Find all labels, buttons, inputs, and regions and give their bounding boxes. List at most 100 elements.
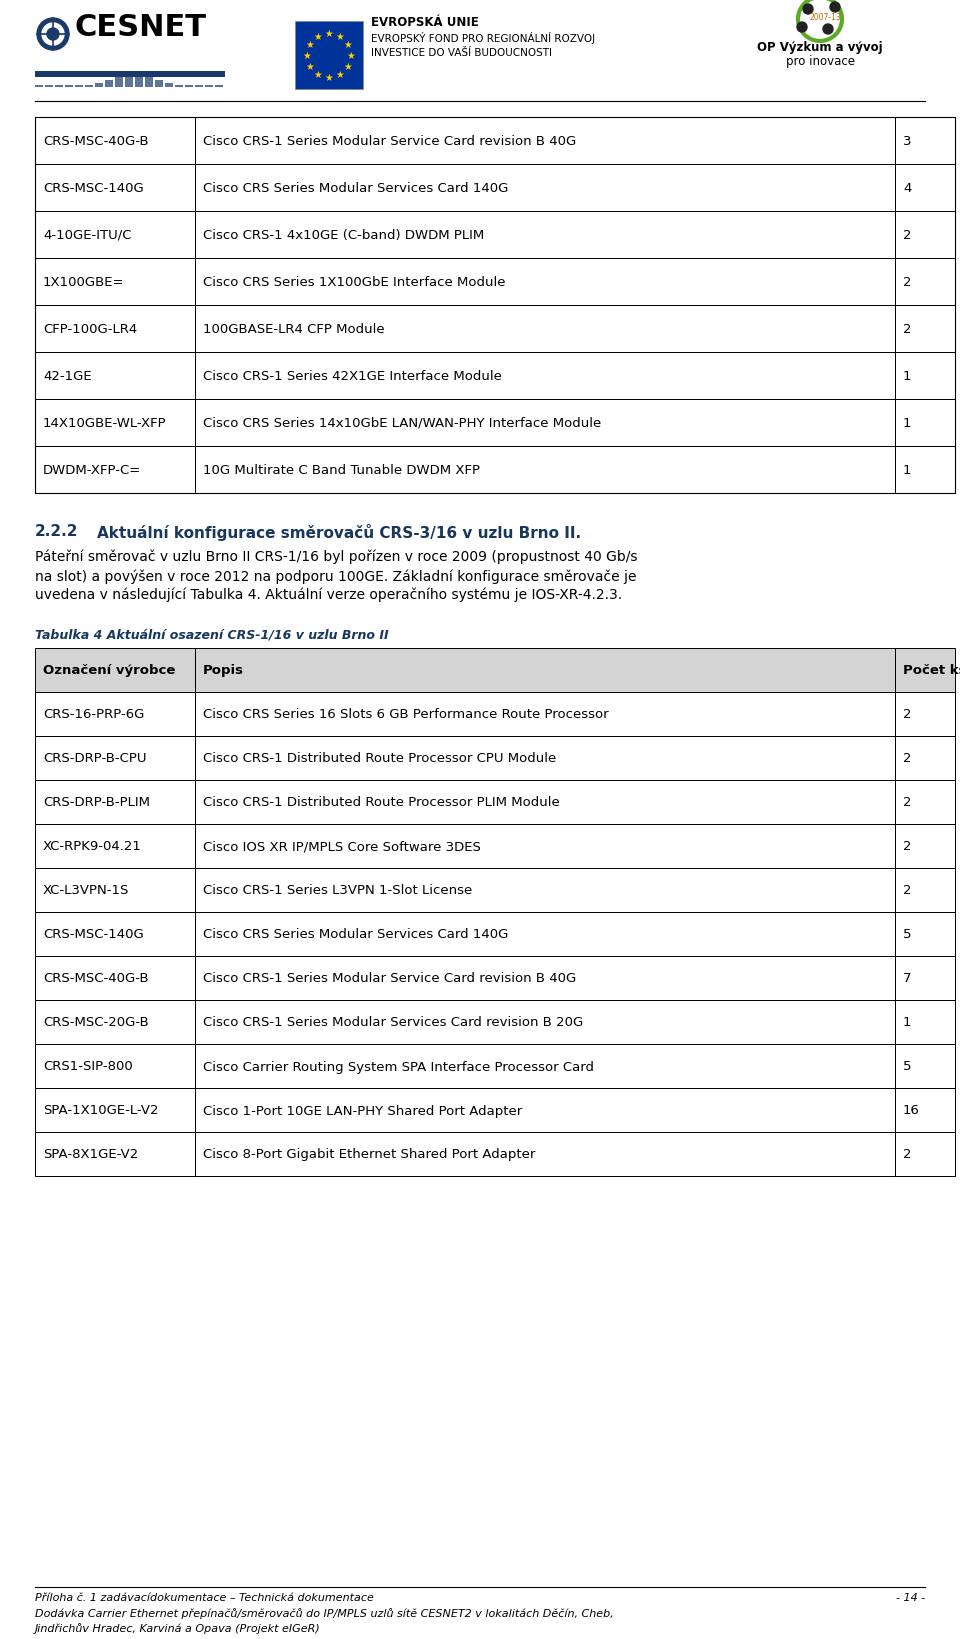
Text: 1: 1: [903, 464, 911, 477]
Text: 1: 1: [903, 370, 911, 384]
Text: Cisco 8-Port Gigabit Ethernet Shared Port Adapter: Cisco 8-Port Gigabit Ethernet Shared Por…: [203, 1147, 536, 1160]
Bar: [35, 15, 230, 75]
Text: ★: ★: [305, 62, 314, 72]
Text: 3: 3: [903, 134, 911, 148]
Text: ★: ★: [314, 70, 323, 80]
Bar: [195, 693, 895, 736]
Bar: [195, 400, 895, 447]
Text: 14X10GBE-WL-XFP: 14X10GBE-WL-XFP: [43, 416, 167, 429]
Bar: [185, 85, 193, 89]
Bar: [895, 1000, 955, 1044]
Bar: [35, 1000, 195, 1044]
Bar: [895, 1044, 955, 1088]
Text: Cisco CRS Series Modular Services Card 140G: Cisco CRS Series Modular Services Card 1…: [203, 182, 509, 195]
Bar: [195, 447, 895, 493]
Bar: [195, 649, 895, 693]
Bar: [895, 352, 955, 400]
Text: 2: 2: [903, 229, 911, 243]
Circle shape: [47, 30, 59, 41]
Bar: [895, 780, 955, 824]
Text: 1X100GBE=: 1X100GBE=: [43, 275, 125, 288]
Text: 5: 5: [903, 1060, 911, 1074]
Text: CRS-16-PRP-6G: CRS-16-PRP-6G: [43, 708, 144, 721]
Text: Cisco 1-Port 10GE LAN-PHY Shared Port Adapter: Cisco 1-Port 10GE LAN-PHY Shared Port Ad…: [203, 1103, 522, 1116]
Bar: [35, 913, 195, 957]
Bar: [35, 957, 195, 1000]
Text: ★: ★: [324, 74, 333, 84]
Text: 1: 1: [903, 416, 911, 429]
Text: Cisco CRS-1 Distributed Route Processor PLIM Module: Cisco CRS-1 Distributed Route Processor …: [203, 797, 560, 810]
Bar: [895, 913, 955, 957]
Text: ★: ★: [324, 30, 333, 39]
Bar: [175, 85, 183, 89]
Text: 5: 5: [903, 928, 911, 941]
Text: CRS-DRP-B-CPU: CRS-DRP-B-CPU: [43, 752, 147, 765]
Text: Jindřichův Hradec, Karviná a Opava (Projekt eIGeR): Jindřichův Hradec, Karviná a Opava (Proj…: [35, 1623, 321, 1632]
Bar: [195, 118, 895, 166]
Bar: [35, 824, 195, 869]
Bar: [895, 1133, 955, 1177]
Text: 2007-13: 2007-13: [809, 13, 841, 23]
Text: CESNET: CESNET: [75, 13, 207, 43]
Text: CRS1-SIP-800: CRS1-SIP-800: [43, 1060, 132, 1074]
Bar: [65, 85, 73, 89]
Text: Cisco CRS-1 Series Modular Service Card revision B 40G: Cisco CRS-1 Series Modular Service Card …: [203, 134, 576, 148]
Text: Tabulka 4 Aktuální osazení CRS-1/16 v uzlu Brno II: Tabulka 4 Aktuální osazení CRS-1/16 v uz…: [35, 629, 389, 641]
Text: 2: 2: [903, 752, 911, 765]
Text: Příloha č. 1 zadávacídokumentace – Technická dokumentace: Příloha č. 1 zadávacídokumentace – Techn…: [35, 1591, 373, 1601]
Text: Cisco CRS Series 1X100GbE Interface Module: Cisco CRS Series 1X100GbE Interface Modu…: [203, 275, 506, 288]
Text: Cisco CRS-1 Series L3VPN 1-Slot License: Cisco CRS-1 Series L3VPN 1-Slot License: [203, 883, 472, 897]
Text: CRS-MSC-20G-B: CRS-MSC-20G-B: [43, 1016, 149, 1029]
Text: 1: 1: [903, 1016, 911, 1029]
Bar: [35, 400, 195, 447]
Text: ★: ★: [302, 51, 311, 61]
Bar: [35, 869, 195, 913]
Bar: [195, 211, 895, 259]
Text: CRS-MSC-140G: CRS-MSC-140G: [43, 928, 144, 941]
Bar: [35, 693, 195, 736]
Text: 2: 2: [903, 839, 911, 852]
Text: Cisco CRS Series 16 Slots 6 GB Performance Route Processor: Cisco CRS Series 16 Slots 6 GB Performan…: [203, 708, 609, 721]
Text: INVESTICE DO VAŠÍ BUDOUCNOSTI: INVESTICE DO VAŠÍ BUDOUCNOSTI: [371, 48, 552, 57]
Text: SPA-1X10GE-L-V2: SPA-1X10GE-L-V2: [43, 1103, 158, 1116]
Bar: [35, 447, 195, 493]
Text: XC-RPK9-04.21: XC-RPK9-04.21: [43, 839, 142, 852]
Bar: [35, 259, 195, 306]
Bar: [35, 118, 195, 166]
Bar: [895, 306, 955, 352]
Bar: [35, 118, 955, 493]
Text: 2: 2: [903, 883, 911, 897]
Bar: [165, 84, 173, 89]
Bar: [895, 166, 955, 211]
Bar: [895, 211, 955, 259]
Circle shape: [797, 23, 807, 33]
Text: 2: 2: [903, 323, 911, 336]
Text: 10G Multirate C Band Tunable DWDM XFP: 10G Multirate C Band Tunable DWDM XFP: [203, 464, 480, 477]
Text: ★: ★: [344, 39, 352, 49]
Bar: [195, 352, 895, 400]
Bar: [35, 1088, 195, 1133]
Bar: [85, 85, 93, 89]
Bar: [55, 85, 63, 89]
Bar: [35, 306, 195, 352]
Bar: [195, 1088, 895, 1133]
Text: 2.2.2: 2.2.2: [35, 524, 79, 539]
Text: ★: ★: [347, 51, 355, 61]
Bar: [195, 306, 895, 352]
Text: SPA-8X1GE-V2: SPA-8X1GE-V2: [43, 1147, 138, 1160]
Text: Cisco CRS Series 14x10GbE LAN/WAN-PHY Interface Module: Cisco CRS Series 14x10GbE LAN/WAN-PHY In…: [203, 416, 601, 429]
Bar: [195, 1044, 895, 1088]
Bar: [895, 400, 955, 447]
Bar: [35, 649, 195, 693]
Bar: [895, 1088, 955, 1133]
Text: CFP-100G-LR4: CFP-100G-LR4: [43, 323, 137, 336]
Text: EVROPSKÁ UNIE: EVROPSKÁ UNIE: [371, 15, 479, 28]
Bar: [895, 693, 955, 736]
Bar: [195, 1000, 895, 1044]
Text: Dodávka Carrier Ethernet přepínačů/směrovačů do IP/MPLS uzlů sítě CESNET2 v loka: Dodávka Carrier Ethernet přepínačů/směro…: [35, 1606, 613, 1618]
Bar: [895, 957, 955, 1000]
Bar: [195, 824, 895, 869]
Bar: [35, 780, 195, 824]
Bar: [195, 736, 895, 780]
Text: ★: ★: [336, 70, 345, 80]
